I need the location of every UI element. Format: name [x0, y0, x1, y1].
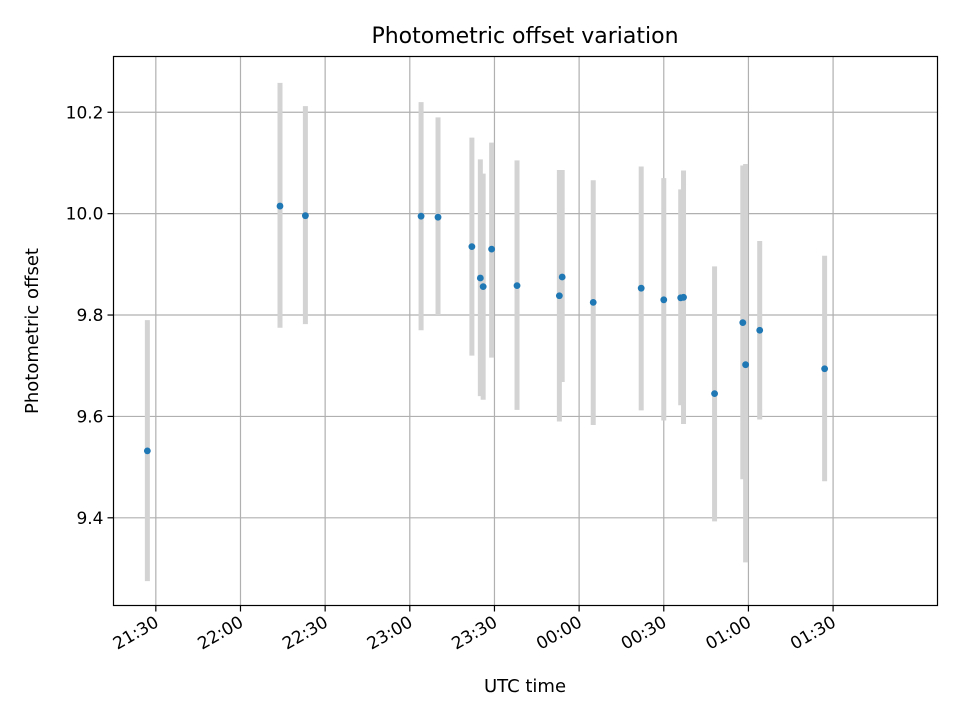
- data-point: [434, 213, 442, 221]
- data-point: [558, 273, 566, 281]
- data-point: [513, 282, 521, 290]
- data-point: [468, 243, 476, 250]
- data-points: [143, 202, 829, 455]
- data-point: [488, 245, 496, 253]
- data-point: [637, 284, 645, 292]
- data-point: [756, 326, 764, 334]
- data-point: [589, 298, 597, 306]
- y-axis-ticks: 9.4 9.6 9.8 10.0 10.2: [66, 103, 114, 529]
- chart-title: Photometric offset variation: [371, 24, 678, 49]
- data-point: [417, 212, 425, 220]
- grid-lines: [113, 56, 938, 606]
- data-point: [821, 365, 829, 373]
- data-point: [479, 283, 487, 291]
- data-point: [711, 390, 718, 398]
- plot-area-frame: [112, 55, 939, 607]
- y-tick-label: 9.8: [76, 306, 103, 326]
- data-point: [555, 292, 563, 300]
- data-point: [476, 274, 484, 282]
- data-point: [742, 361, 750, 369]
- data-point: [739, 319, 747, 327]
- y-tick-label: 10.0: [66, 205, 104, 225]
- y-axis-label: Photometric offset: [22, 248, 43, 414]
- y-tick-label: 9.4: [76, 509, 103, 529]
- y-tick-label: 10.2: [66, 103, 104, 123]
- data-point: [680, 293, 687, 301]
- data-point: [143, 447, 151, 455]
- y-tick-label: 9.6: [76, 407, 103, 427]
- data-point: [276, 202, 284, 210]
- data-point: [301, 212, 309, 220]
- x-axis-label: UTC time: [484, 676, 566, 697]
- data-point: [660, 296, 668, 304]
